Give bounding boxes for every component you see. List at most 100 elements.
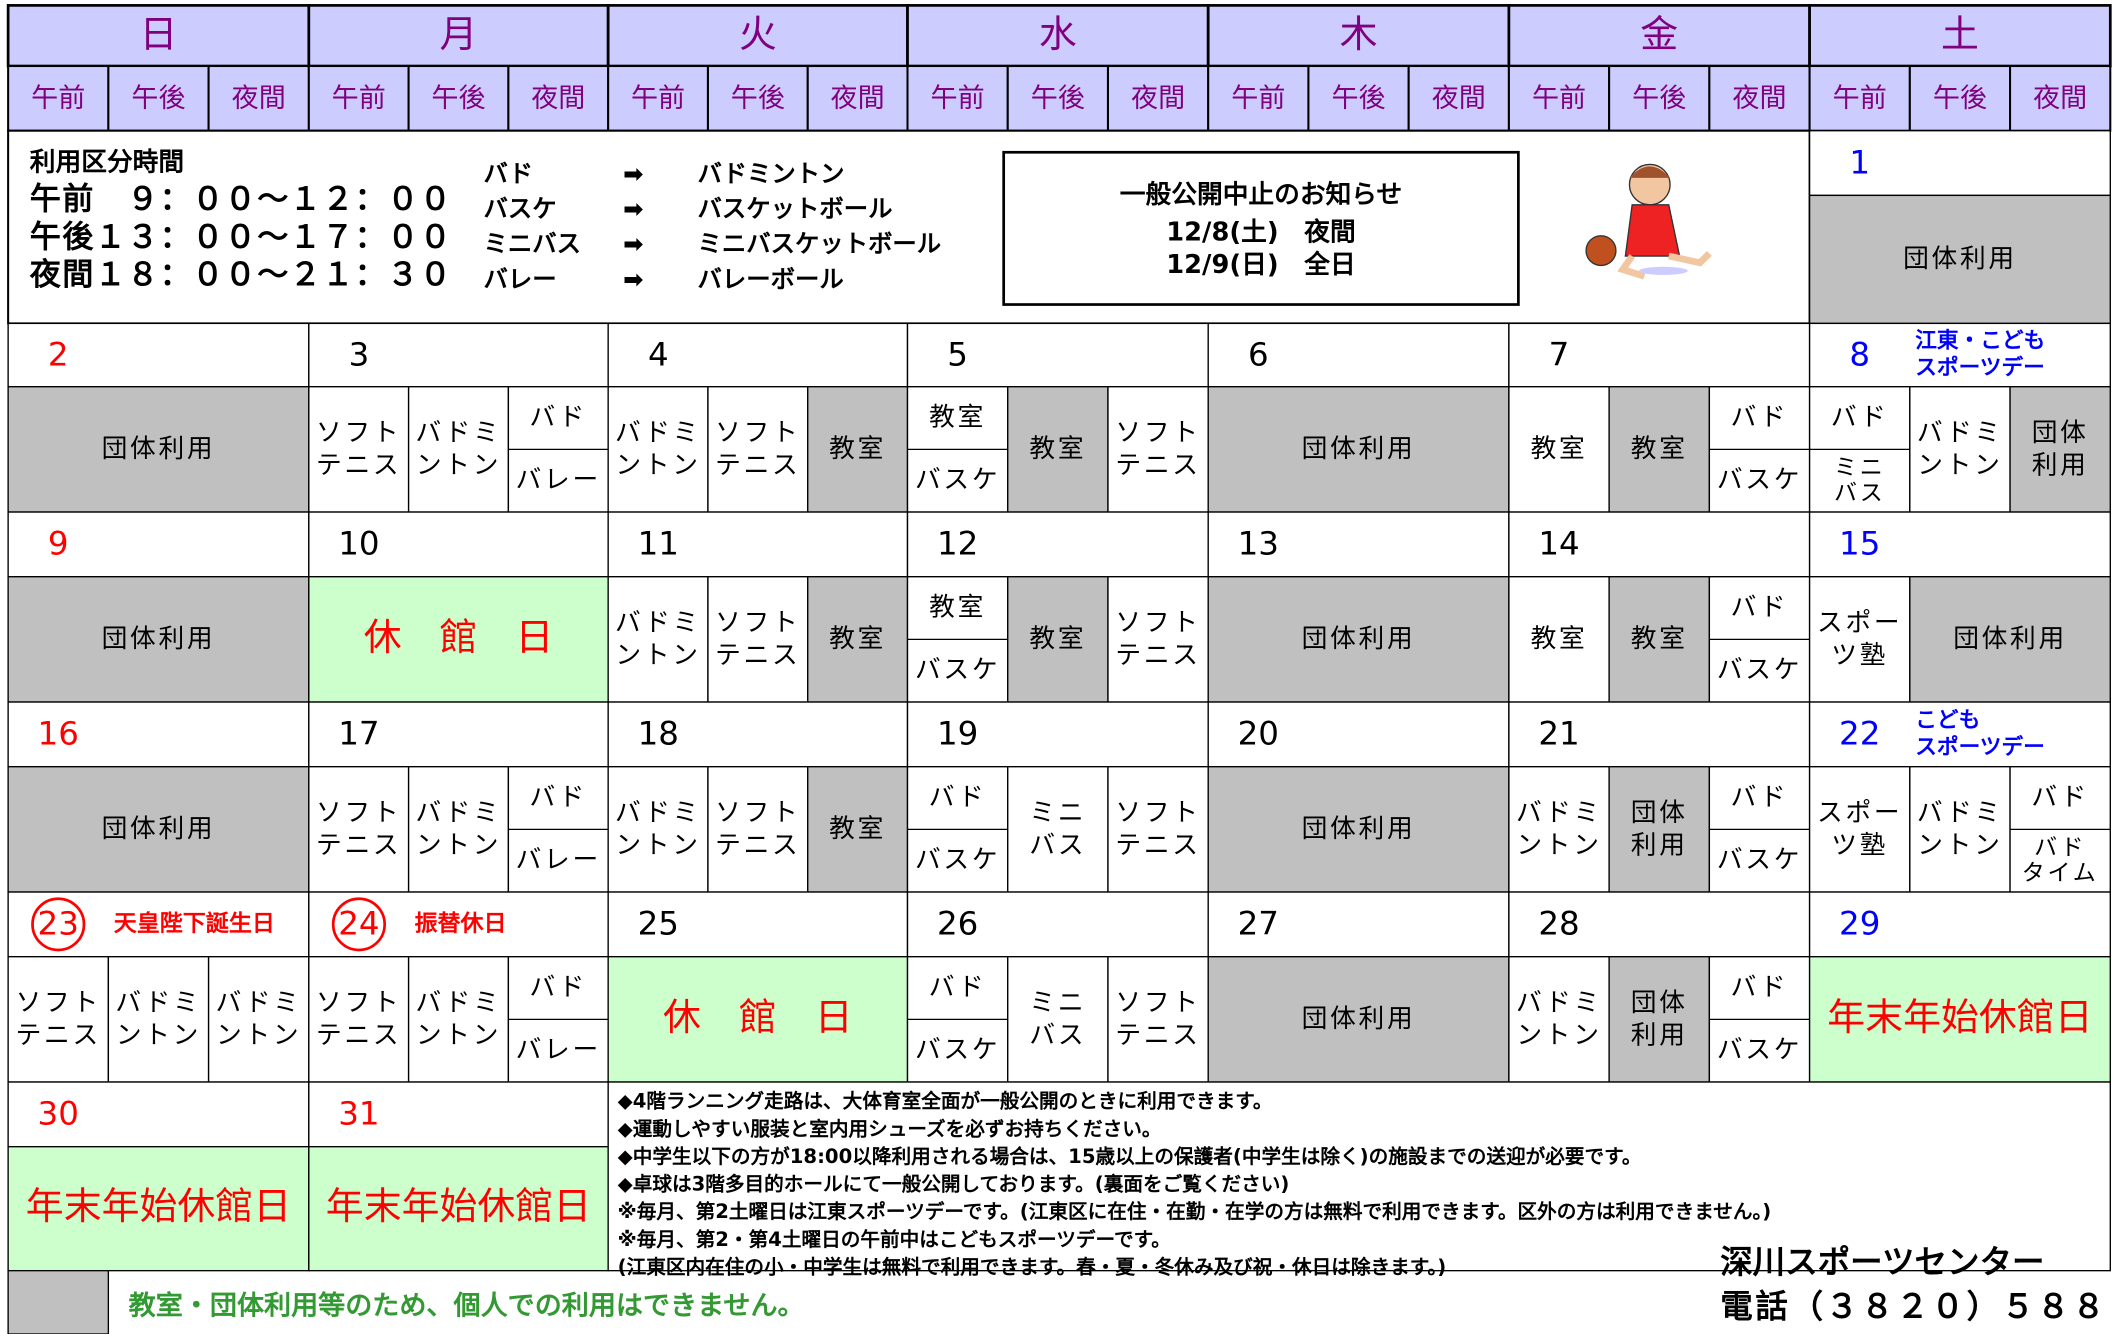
day-number-cell: [1808, 322, 2111, 388]
note: (江東区内在住の小・中学生は無料で利用できます。春・夏・冬休み及び祝・休日は除き…: [618, 1256, 1447, 1279]
period-header: [7, 65, 110, 132]
slot-label-bottom: バスケ: [1717, 845, 1802, 875]
slot-cell: [1808, 194, 2111, 325]
period: 午前: [332, 83, 386, 114]
slot-label-top: 教室: [929, 593, 986, 623]
abbr-short: バレー: [484, 264, 557, 293]
day-number: 11: [638, 525, 679, 563]
period-header: [1207, 65, 1310, 132]
slot-cell: [807, 386, 909, 513]
day-number-cell: [7, 701, 310, 768]
slot-cell: [1007, 956, 1109, 1083]
day-number: 3: [349, 335, 370, 373]
slot-cell: [1207, 386, 1510, 513]
notice-line: 12/9(日) 全日: [1166, 249, 1356, 280]
slot-cell: [7, 1146, 310, 1272]
slot-label-top: 教室: [929, 403, 986, 433]
day-number-cell: [1207, 701, 1510, 768]
day-number-cell: [906, 322, 1209, 388]
legend-swatch: [7, 1269, 110, 1334]
abbr-arrow: ➡: [623, 194, 643, 223]
period: 午後: [731, 83, 785, 114]
day-number-cell: [1508, 322, 1811, 388]
day-number-cell: [1808, 130, 2111, 197]
day-number-cell: [308, 701, 609, 768]
day-number-cell: [607, 701, 909, 768]
slot-cell: [607, 386, 709, 513]
day-number: 17: [338, 715, 379, 753]
day-of-week: 月: [440, 12, 478, 56]
slot-label: スポーツ塾: [1817, 798, 1902, 860]
period-header: [607, 65, 709, 132]
slot-cell: [707, 766, 809, 893]
note: ※毎月、第2・第4土曜日の午前中はこどもスポーツデーです。: [618, 1228, 1171, 1251]
period: 午後: [431, 83, 485, 114]
slot-label: ソフトテニス: [316, 988, 401, 1050]
slot-label-bottom: バスケ: [1717, 465, 1802, 495]
day-header: [906, 4, 1210, 68]
period-header: [806, 65, 909, 132]
period: 夜間: [831, 83, 885, 114]
closed-label: 年末年始休館日: [1827, 995, 2092, 1039]
period: 午後: [131, 83, 185, 114]
day-number: 13: [1238, 525, 1279, 563]
slot-label: 教室: [1029, 624, 1086, 654]
abbr-short: ミニバス: [484, 229, 581, 258]
slot-label-bottom: バスケ: [915, 655, 1000, 685]
slot-label-bottom: バスケ: [915, 465, 1000, 495]
period-header: [1106, 65, 1210, 132]
slot-label: 団体利用: [1903, 244, 2017, 274]
slot-label-top: バド: [1731, 593, 1789, 623]
slot-cell: [1508, 956, 1610, 1083]
day-number-cell: [1207, 891, 1510, 958]
slot-cell: [107, 956, 210, 1083]
abbr-full: ミニバスケットボール: [698, 229, 942, 258]
slot-cell: [308, 766, 410, 893]
day-number: 9: [48, 525, 69, 563]
day-of-week: 水: [1039, 12, 1077, 56]
day-of-week: 金: [1640, 12, 1678, 56]
day-number: 25: [638, 905, 679, 943]
note: ◆卓球は3階多目的ホールにて一般公開しております。(裏面をご覧ください): [618, 1173, 1290, 1196]
day-number: 26: [937, 905, 978, 943]
slot-label-top: バド: [929, 973, 987, 1003]
day-number: 16: [38, 715, 79, 753]
note: ◆4階ランニング走路は、大体育室全面が一般公開のときに利用できます。: [618, 1090, 1273, 1113]
slot-cell: [1808, 956, 2111, 1083]
slot-cell: [7, 956, 110, 1083]
slot-cell: [1608, 576, 1711, 703]
day-number: 14: [1538, 525, 1579, 563]
closed-label: 年末年始休館日: [326, 1184, 591, 1228]
day-number: 15: [1839, 525, 1880, 563]
slot-cell: [707, 576, 809, 703]
slot-label: ソフトテニス: [316, 798, 401, 860]
slot-cell: [1508, 386, 1610, 513]
closed-label: 年末年始休館日: [26, 1184, 291, 1228]
slot-cell: [1808, 766, 1911, 893]
day-number: 7: [1549, 335, 1570, 373]
note: ※毎月、第2土曜日は江東スポーツデーです。(江東区に在住・在勤・在学の方は無料で…: [618, 1200, 1772, 1223]
day-number-cell: [7, 322, 310, 388]
notes-block: [607, 1081, 2111, 1272]
slot-cell: [308, 1146, 609, 1272]
holiday-circle: [331, 897, 387, 952]
day-number: 30: [38, 1095, 79, 1133]
info-title: 利用区分時間: [30, 148, 184, 178]
period-header: [1608, 65, 1711, 132]
period: 夜間: [2033, 83, 2087, 114]
slot-label: 教室: [1531, 434, 1588, 464]
info-time: 午後１３：００～１７：００: [30, 220, 452, 256]
day-number-cell: [607, 322, 909, 388]
slot-cell: [308, 956, 410, 1083]
day-number: 23: [38, 905, 79, 943]
slot-label-bottom: バレー: [516, 465, 601, 495]
slot-label-bottom: ミニバス: [1834, 454, 1885, 506]
day-header: [1808, 4, 2112, 68]
slot-label: 団体利用: [1302, 434, 1416, 464]
slot-label: 教室: [1631, 434, 1688, 464]
slot-label: 団体利用: [102, 624, 216, 654]
day-number-cell: [607, 891, 909, 958]
slot-cell: [407, 766, 510, 893]
info-time: 夜間１８：００～２１：３０: [29, 257, 452, 293]
